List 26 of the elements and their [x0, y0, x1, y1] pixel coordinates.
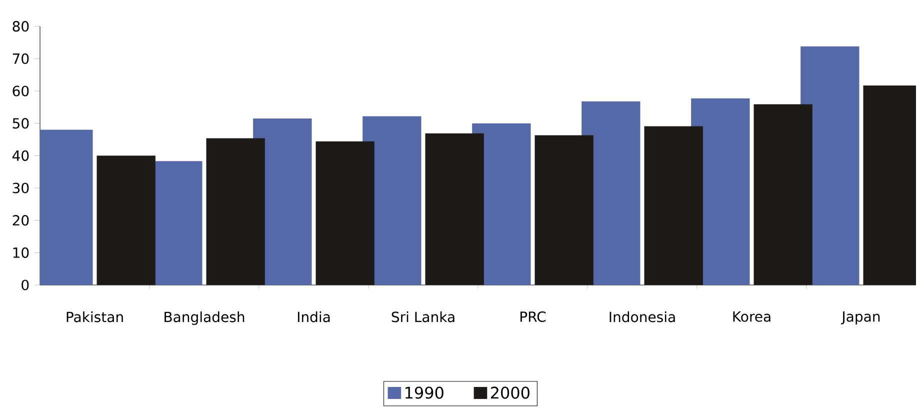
x-tick-label: Bangladesh	[164, 311, 244, 325]
y-tick-label: 20	[12, 215, 29, 226]
bar	[754, 104, 812, 285]
y-tick-label: 70	[12, 53, 29, 64]
bar	[316, 141, 374, 285]
bar	[534, 135, 594, 285]
y-tick-label: 0	[22, 280, 29, 290]
x-tick-label: Pakistan	[66, 311, 123, 322]
x-tick-label: India	[298, 311, 330, 322]
legend-label: 2000	[490, 386, 530, 399]
y-tick-label: 10	[13, 247, 29, 258]
y-tick-label: 50	[12, 118, 29, 129]
bar	[644, 126, 703, 285]
bar	[206, 138, 265, 285]
x-tick-label: PRC	[520, 311, 546, 322]
x-tick-label: Sri Lanka	[392, 311, 454, 322]
y-tick-label: 40	[12, 150, 29, 161]
x-tick-label: Japan	[840, 311, 880, 324]
bar	[425, 133, 484, 285]
y-tick-label: 60	[12, 86, 29, 96]
y-tick-label: 80	[12, 21, 29, 32]
legend-label: 1990	[406, 386, 444, 399]
y-tick-label: 30	[12, 182, 29, 194]
x-tick-label: Korea	[733, 311, 770, 322]
bar	[96, 156, 156, 285]
x-tick-label: Indonesia	[610, 311, 675, 322]
